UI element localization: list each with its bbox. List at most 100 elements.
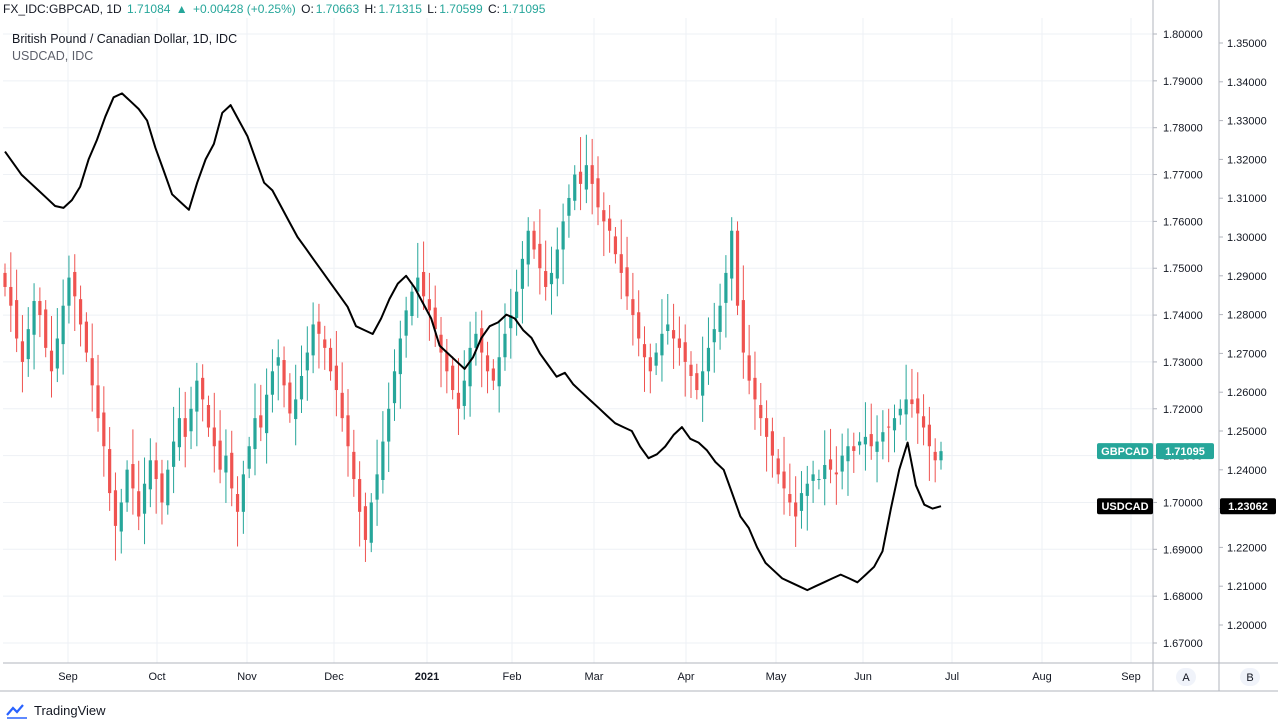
time-axis[interactable]: Sep Oct Nov Dec 2021 Feb Mar Apr May Jun Jul Aug Sep xyxy=(58,671,1141,683)
gbpcad-candle xyxy=(154,460,158,480)
usdcad-axis-label[interactable]: 1.32000 xyxy=(1227,154,1267,166)
gbpcad-candle xyxy=(323,339,327,348)
time-tick-label[interactable]: Jul xyxy=(945,671,959,683)
gbpcad-candle xyxy=(584,165,588,190)
time-tick-label[interactable]: Feb xyxy=(503,671,522,683)
time-tick-label[interactable]: Dec xyxy=(324,671,344,683)
gbpcad-axis-label[interactable]: 1.76000 xyxy=(1163,216,1203,228)
close-label: C: xyxy=(488,2,500,16)
open-label: O: xyxy=(301,2,314,16)
gbpcad-candle xyxy=(555,249,559,279)
legend-compare-series[interactable]: USDCAD, IDC xyxy=(12,49,94,63)
usdcad-axis-label[interactable]: 1.33000 xyxy=(1227,116,1267,128)
gbpcad-axis-label[interactable]: 1.77000 xyxy=(1163,170,1203,182)
gbpcad-candle xyxy=(20,341,25,362)
up-arrow-icon: ▲ xyxy=(175,2,188,16)
gbpcad-candle xyxy=(834,472,838,475)
gbpcad-axis-label[interactable]: 1.80000 xyxy=(1163,29,1203,41)
gbpcad-candle xyxy=(573,174,577,201)
price-change: +0.00428 (+0.25%) xyxy=(193,2,296,16)
usdcad-axis-label[interactable]: 1.31000 xyxy=(1227,193,1267,205)
gbpcad-candle xyxy=(497,357,501,387)
last-value-tag-label: 1.23062 xyxy=(1228,501,1268,513)
tradingview-logo-icon xyxy=(6,704,27,719)
gbpcad-candle xyxy=(898,408,902,416)
usdcad-axis-label[interactable]: 1.28000 xyxy=(1227,310,1267,322)
gbpcad-axis-label[interactable]: 1.70000 xyxy=(1163,497,1203,509)
gbpcad-axis-label[interactable]: 1.72000 xyxy=(1163,404,1203,416)
usdcad-axis-label[interactable]: 1.25000 xyxy=(1227,426,1267,438)
gbpcad-axis-label[interactable]: 1.73000 xyxy=(1163,357,1203,369)
gbpcad-candle xyxy=(544,271,548,287)
gbpcad-axis-label[interactable]: 1.78000 xyxy=(1163,123,1203,135)
usdcad-axis-label[interactable]: 1.21000 xyxy=(1227,581,1267,593)
usdcad-axis-label[interactable]: 1.27000 xyxy=(1227,348,1267,360)
usdcad-axis-label[interactable]: 1.26000 xyxy=(1227,387,1267,399)
time-tick-label[interactable]: Nov xyxy=(237,671,257,683)
legend-main-series[interactable]: British Pound / Canadian Dollar, 1D, IDC xyxy=(12,32,238,46)
gbpcad-candle xyxy=(166,469,170,506)
gbpcad-candle xyxy=(689,364,693,376)
gbpcad-axis-label[interactable]: 1.75000 xyxy=(1163,263,1203,275)
usdcad-line-group xyxy=(4,92,942,592)
time-tick-label[interactable]: Jun xyxy=(854,671,872,683)
time-tick-label[interactable]: May xyxy=(766,671,787,683)
time-tick-label[interactable]: Mar xyxy=(585,671,604,683)
gbpcad-candle xyxy=(317,321,321,334)
gbpcad-candle xyxy=(730,230,734,279)
usdcad-axis-label[interactable]: 1.35000 xyxy=(1227,38,1267,50)
tradingview-footer[interactable]: TradingView xyxy=(6,700,106,722)
gbpcad-axis-label[interactable]: 1.67000 xyxy=(1163,638,1203,650)
gbpcad-candle xyxy=(782,471,786,489)
gbpcad-axis-label[interactable]: 1.68000 xyxy=(1163,591,1203,603)
gbpcad-candle xyxy=(15,300,19,339)
gbpcad-candle xyxy=(90,358,94,386)
right-price-axis[interactable]: 1.35000 1.34000 1.33000 1.32000 1.31000 1.300… xyxy=(1219,38,1267,632)
scale-button-b[interactable] xyxy=(1240,668,1260,686)
scale-buttons[interactable]: A B xyxy=(1176,668,1260,686)
gbpcad-candle xyxy=(305,352,309,371)
tradingview-brand: TradingView xyxy=(34,703,106,718)
gbpcad-candle xyxy=(538,243,542,269)
gbpcad-candle xyxy=(863,436,868,445)
gbpcad-candle xyxy=(503,333,507,358)
left-price-axis[interactable]: 1.80000 1.79000 1.78000 1.77000 1.76000 1.750… xyxy=(1153,29,1203,650)
gbpcad-axis-label[interactable]: 1.79000 xyxy=(1163,76,1203,88)
scale-button-a[interactable] xyxy=(1176,668,1196,686)
gbpcad-candle xyxy=(427,299,431,311)
time-tick-label[interactable]: Aug xyxy=(1032,671,1052,683)
time-tick-label[interactable]: 2021 xyxy=(415,671,439,683)
gbpcad-candle xyxy=(456,392,461,409)
gbpcad-axis-label[interactable]: 1.69000 xyxy=(1163,544,1203,556)
gbpcad-candle xyxy=(747,355,751,381)
gbpcad-candle xyxy=(666,324,670,332)
gbpcad-candle xyxy=(78,299,83,325)
usdcad-axis-label[interactable]: 1.22000 xyxy=(1227,542,1267,554)
usdcad-axis-label[interactable]: 1.20000 xyxy=(1227,620,1267,632)
usdcad-axis-label[interactable]: 1.24000 xyxy=(1227,465,1267,477)
gbpcad-candle xyxy=(602,210,606,222)
gbpcad-candle xyxy=(212,427,216,447)
gbpcad-candle xyxy=(753,377,757,400)
gbpcad-candle xyxy=(381,441,385,480)
gbpcad-candle xyxy=(671,330,676,339)
usdcad-axis-label[interactable]: 1.30000 xyxy=(1227,232,1267,244)
time-tick-label[interactable]: Oct xyxy=(148,671,165,683)
gbpcad-candle xyxy=(608,218,612,231)
gbpcad-candle xyxy=(282,360,286,386)
gbpcad-candle xyxy=(387,408,391,442)
gbpcad-candle xyxy=(910,399,914,405)
gbpcad-candle xyxy=(491,368,495,381)
gbpcad-axis-label[interactable]: 1.74000 xyxy=(1163,310,1203,322)
usdcad-axis-label[interactable]: 1.34000 xyxy=(1227,77,1267,89)
usdcad-axis-label[interactable]: 1.29000 xyxy=(1227,271,1267,283)
gbpcad-candle xyxy=(799,493,804,511)
symbol-name[interactable]: FX_IDC:GBPCAD, 1D xyxy=(3,2,122,16)
time-tick-label[interactable]: Sep xyxy=(1121,671,1141,683)
gbpcad-candle xyxy=(340,392,344,419)
time-tick-label[interactable]: Apr xyxy=(677,671,694,683)
chart-legend: British Pound / Canadian Dollar, 1D, IDC… xyxy=(12,31,237,65)
gbpcad-candle xyxy=(660,333,664,356)
time-tick-label[interactable]: Sep xyxy=(58,671,78,683)
